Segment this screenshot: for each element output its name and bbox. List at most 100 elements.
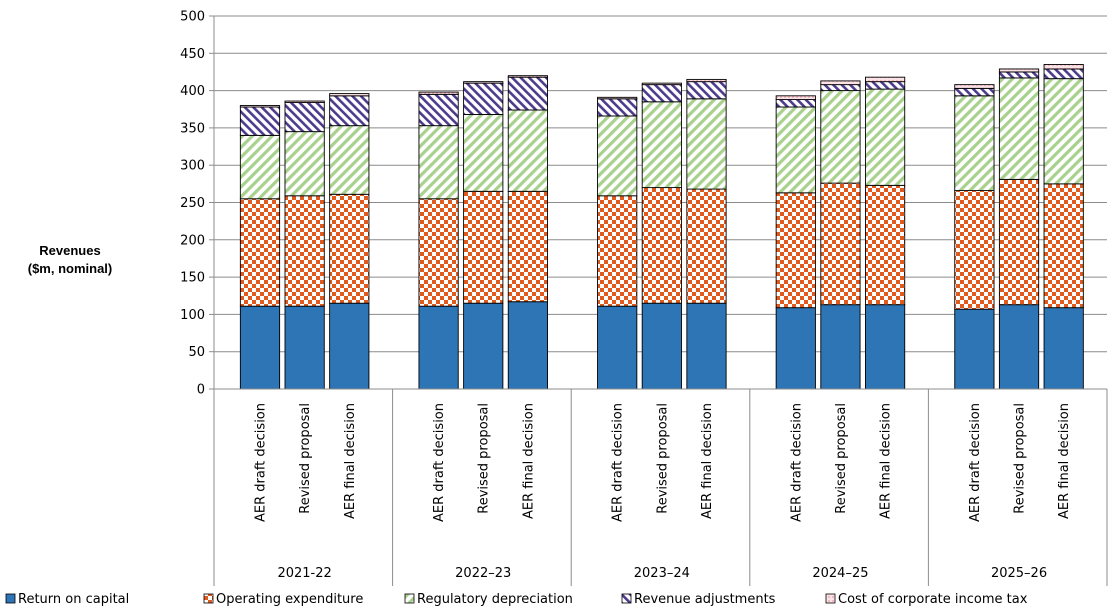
x-category-label: AER final decision bbox=[879, 403, 894, 519]
bar-segment-return-on-capital bbox=[954, 308, 995, 390]
axes bbox=[209, 15, 1108, 586]
bar-segment-operating-expenditure bbox=[239, 198, 281, 307]
x-category-label: AER draft decision bbox=[611, 403, 626, 522]
labels: Revenues ($m, nominal) 0 50 100 150 200 250 30… bbox=[28, 10, 1072, 582]
bar-segment-cost-of-corporate-income-tax bbox=[820, 80, 861, 86]
bar-segment-operating-expenditure bbox=[284, 195, 325, 307]
bar-segment-operating-expenditure bbox=[329, 193, 370, 304]
bar-segment-operating-expenditure bbox=[998, 178, 1040, 306]
legend-swatch-regulatory-depreciation bbox=[404, 593, 415, 604]
bar-segment-return-on-capital bbox=[418, 305, 459, 390]
bar-segment-cost-of-corporate-income-tax bbox=[998, 68, 1040, 73]
bar-segment-operating-expenditure bbox=[418, 198, 459, 307]
bar-segment-regulatory-depreciation bbox=[597, 115, 638, 197]
legend-swatch-operating-expenditure bbox=[203, 593, 214, 604]
bar-segment-regulatory-depreciation bbox=[864, 88, 906, 186]
bar-segment-regulatory-depreciation bbox=[239, 134, 281, 200]
y-axis-label-line-2: ($m, nominal) bbox=[28, 261, 113, 276]
legend: Return on capital Operating expenditure Re… bbox=[5, 592, 1028, 607]
y-tick-label: 350 bbox=[180, 121, 205, 136]
bar-segment-operating-expenditure bbox=[686, 188, 727, 304]
bar-segment-return-on-capital bbox=[864, 304, 906, 390]
bar-segment-operating-expenditure bbox=[463, 190, 504, 304]
bar-segment-cost-of-corporate-income-tax bbox=[641, 82, 682, 86]
bar-segment-return-on-capital bbox=[239, 305, 281, 390]
bar-segment-regulatory-depreciation bbox=[775, 106, 816, 194]
x-category-label: AER draft decision bbox=[789, 403, 804, 522]
bar-segment-return-on-capital bbox=[998, 304, 1040, 390]
y-tick-label: 300 bbox=[180, 159, 205, 174]
bar-segment-operating-expenditure bbox=[1043, 183, 1084, 309]
x-category-label: Revised proposal bbox=[834, 403, 849, 514]
bar-segment-revenue-adjustments bbox=[1043, 68, 1084, 80]
bar-segment-revenue-adjustments bbox=[284, 102, 325, 133]
y-tick-label: 400 bbox=[180, 84, 205, 99]
bar-segment-cost-of-corporate-income-tax bbox=[597, 96, 638, 100]
bar-segment-revenue-adjustments bbox=[954, 87, 995, 97]
bar-segment-regulatory-depreciation bbox=[1043, 78, 1084, 185]
bar-segment-regulatory-depreciation bbox=[329, 125, 370, 195]
x-category-label: Revised proposal bbox=[298, 403, 313, 514]
bar-segment-return-on-capital bbox=[329, 302, 370, 390]
y-tick-label: 100 bbox=[180, 308, 205, 323]
bar-segment-regulatory-depreciation bbox=[507, 109, 548, 192]
x-category-label: Revised proposal bbox=[1013, 403, 1028, 514]
legend-label: Operating expenditure bbox=[216, 592, 363, 607]
x-category-label: Revised proposal bbox=[655, 403, 670, 514]
bar-segment-revenue-adjustments bbox=[641, 84, 682, 103]
bar-segment-operating-expenditure bbox=[864, 184, 906, 306]
x-category-label: Revised proposal bbox=[477, 403, 492, 514]
legend-label: Cost of corporate income tax bbox=[838, 592, 1028, 607]
bar-segment-cost-of-corporate-income-tax bbox=[954, 84, 995, 89]
x-group-label: 2022–23 bbox=[455, 566, 511, 581]
x-group-label: 2025–26 bbox=[991, 566, 1047, 581]
bar-segment-regulatory-depreciation bbox=[641, 101, 682, 189]
legend-label: Return on capital bbox=[18, 592, 129, 607]
y-tick-label: 250 bbox=[180, 196, 205, 211]
bar-segment-operating-expenditure bbox=[641, 187, 682, 304]
bar-segment-return-on-capital bbox=[1043, 307, 1084, 390]
x-category-label: AER draft decision bbox=[253, 403, 268, 522]
x-category-label: AER final decision bbox=[343, 403, 358, 519]
legend-label: Revenue adjustments bbox=[634, 592, 776, 607]
bar-segment-revenue-adjustments bbox=[998, 71, 1040, 79]
legend-label: Regulatory depreciation bbox=[417, 592, 573, 607]
y-tick-label: 50 bbox=[188, 345, 205, 360]
y-tick-label: 500 bbox=[180, 10, 205, 25]
bar-segment-revenue-adjustments bbox=[507, 76, 548, 111]
legend-swatch-return-on-capital bbox=[5, 593, 16, 604]
bar-segment-regulatory-depreciation bbox=[418, 125, 459, 200]
bar-segment-regulatory-depreciation bbox=[463, 114, 504, 192]
bar-segment-regulatory-depreciation bbox=[998, 77, 1040, 180]
bar-segment-regulatory-depreciation bbox=[820, 90, 861, 184]
bar-segment-operating-expenditure bbox=[775, 192, 816, 309]
bar-segment-return-on-capital bbox=[641, 302, 682, 390]
bar-segment-regulatory-depreciation bbox=[686, 98, 727, 190]
bar-segment-cost-of-corporate-income-tax bbox=[686, 78, 727, 83]
x-group-label: 2024–25 bbox=[812, 566, 868, 581]
bar-segment-cost-of-corporate-income-tax bbox=[463, 81, 504, 84]
bar-segment-return-on-capital bbox=[507, 301, 548, 390]
bar-segment-return-on-capital bbox=[597, 305, 638, 390]
y-tick-label: 0 bbox=[197, 383, 205, 398]
bar-segment-return-on-capital bbox=[463, 302, 504, 390]
bar-segment-cost-of-corporate-income-tax bbox=[507, 75, 548, 78]
bar-segment-revenue-adjustments bbox=[864, 81, 906, 90]
x-category-label: AER final decision bbox=[700, 403, 715, 519]
bar-segment-revenue-adjustments bbox=[686, 81, 727, 100]
x-group-label: 2023–24 bbox=[634, 566, 690, 581]
bar-segment-cost-of-corporate-income-tax bbox=[284, 100, 325, 103]
bar-segment-revenue-adjustments bbox=[597, 98, 638, 117]
bar-segment-operating-expenditure bbox=[820, 182, 861, 306]
bar-segment-operating-expenditure bbox=[597, 195, 638, 307]
bar-segment-return-on-capital bbox=[775, 307, 816, 390]
bar-segment-revenue-adjustments bbox=[418, 93, 459, 127]
bar-segment-cost-of-corporate-income-tax bbox=[329, 93, 370, 97]
bar-segment-revenue-adjustments bbox=[329, 95, 370, 127]
y-tick-label: 150 bbox=[180, 271, 205, 286]
bar-segment-revenue-adjustments bbox=[463, 82, 504, 115]
bar-segment-cost-of-corporate-income-tax bbox=[239, 105, 281, 108]
y-tick-label: 450 bbox=[180, 47, 205, 62]
bar-segment-return-on-capital bbox=[284, 305, 325, 390]
